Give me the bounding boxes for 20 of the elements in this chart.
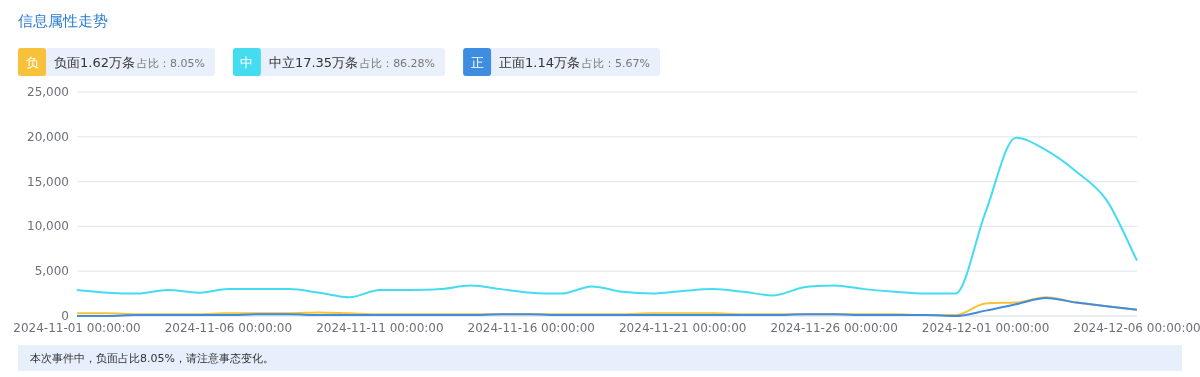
x-tick-label: 2024-11-21 00:00:00	[618, 321, 747, 335]
legend-label: 负面1.62万条	[54, 55, 135, 70]
line-series	[76, 136, 1138, 299]
y-tick-label: 10,000	[27, 219, 69, 234]
y-tick-label: 15,000	[27, 174, 69, 189]
x-tick-label: 2024-11-26 00:00:00	[770, 321, 898, 335]
x-tick-label: 2024-11-16 00:00:00	[467, 321, 596, 335]
y-tick-label: 25,000	[27, 85, 69, 99]
chart-title: 信息属性走势	[18, 12, 108, 30]
x-tick-label: 2024-11-11 00:00:00	[316, 321, 444, 335]
x-tick-label: 2024-11-06 00:00:00	[164, 321, 293, 335]
y-tick-label: 0	[61, 309, 69, 323]
legend-label: 中立17.35万条	[268, 55, 359, 70]
y-tick-label: 20,000	[27, 129, 69, 144]
x-tick-label: 2024-12-01 00:00:00	[921, 321, 1050, 335]
legend-label: 正面1.14万条	[499, 55, 581, 70]
y-tick-label: 5,000	[34, 264, 69, 279]
x-tick-label: 2024-12-06 00:00:00	[1073, 321, 1200, 335]
text: 本次事件中，负面占比8.05%，请注意事态变化。	[30, 352, 274, 365]
x-tick-label: 2024-11-01 00:00:00	[13, 321, 141, 335]
